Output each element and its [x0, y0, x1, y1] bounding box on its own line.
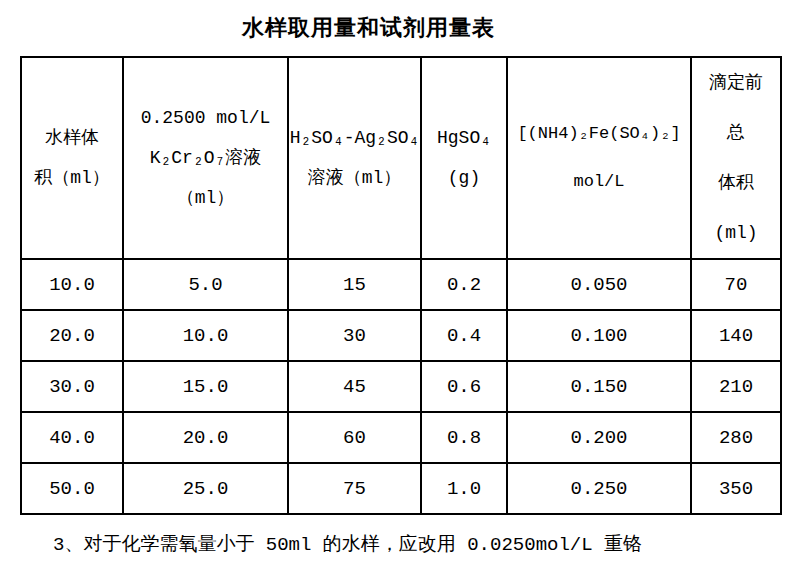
header-dichromate: 0.2500 mol/L K₂Cr₂O₇溶液 （ml）: [123, 57, 288, 259]
table-cell: 0.150: [507, 361, 691, 412]
table-row: 10.0 5.0 15 0.2 0.050 70: [21, 259, 781, 310]
table-cell: 0.100: [507, 310, 691, 361]
table-cell: 0.050: [507, 259, 691, 310]
document-page: 水样取用量和试剂用量表 水样体 积（ml） 0.2500 mol/L K₂Cr₂…: [0, 13, 793, 562]
table-cell: 15: [288, 259, 421, 310]
table-cell: 0.2: [421, 259, 507, 310]
table-cell: 30: [288, 310, 421, 361]
table-row: 50.0 25.0 75 1.0 0.250 350: [21, 463, 781, 514]
table-cell: 20.0: [21, 310, 123, 361]
table-cell: 280: [691, 412, 781, 463]
table-cell: 0.200: [507, 412, 691, 463]
table-row: 20.0 10.0 30 0.4 0.100 140: [21, 310, 781, 361]
page-title: 水样取用量和试剂用量表: [0, 13, 793, 43]
table-cell: 70: [691, 259, 781, 310]
table-cell: 40.0: [21, 412, 123, 463]
header-mercury-sulfate: HgSO₄ (g): [421, 57, 507, 259]
table-row: 40.0 20.0 60 0.8 0.200 280: [21, 412, 781, 463]
table-cell: 75: [288, 463, 421, 514]
header-sample-volume: 水样体 积（ml）: [21, 57, 123, 259]
table-cell: 30.0: [21, 361, 123, 412]
table-cell: 60: [288, 412, 421, 463]
table-cell: 45: [288, 361, 421, 412]
header-sulfuric-silver: H₂SO₄-Ag₂SO₄ 溶液（ml）: [288, 57, 421, 259]
table-cell: 1.0: [421, 463, 507, 514]
table-cell: 25.0: [123, 463, 288, 514]
table-cell: 0.4: [421, 310, 507, 361]
table-cell: 210: [691, 361, 781, 412]
table-cell: 10.0: [21, 259, 123, 310]
table-cell: 0.8: [421, 412, 507, 463]
table-cell: 5.0: [123, 259, 288, 310]
table-cell: 140: [691, 310, 781, 361]
header-ferrous-ammonium: [(NH4)₂Fe(SO₄)₂] mol/L: [507, 57, 691, 259]
table-cell: 20.0: [123, 412, 288, 463]
table-cell: 50.0: [21, 463, 123, 514]
header-row: 水样体 积（ml） 0.2500 mol/L K₂Cr₂O₇溶液 （ml） H₂…: [21, 57, 781, 259]
table-row: 30.0 15.0 45 0.6 0.150 210: [21, 361, 781, 412]
footer-note: 3、对于化学需氧量小于 50ml 的水样，应改用 0.0250mol/L 重铬: [53, 531, 793, 557]
table-cell: 10.0: [123, 310, 288, 361]
table-cell: 15.0: [123, 361, 288, 412]
table-cell: 0.250: [507, 463, 691, 514]
table-cell: 0.6: [421, 361, 507, 412]
usage-table: 水样体 积（ml） 0.2500 mol/L K₂Cr₂O₇溶液 （ml） H₂…: [20, 56, 782, 515]
header-total-volume: 滴定前 总 体积 (ml): [691, 57, 781, 259]
table-cell: 350: [691, 463, 781, 514]
